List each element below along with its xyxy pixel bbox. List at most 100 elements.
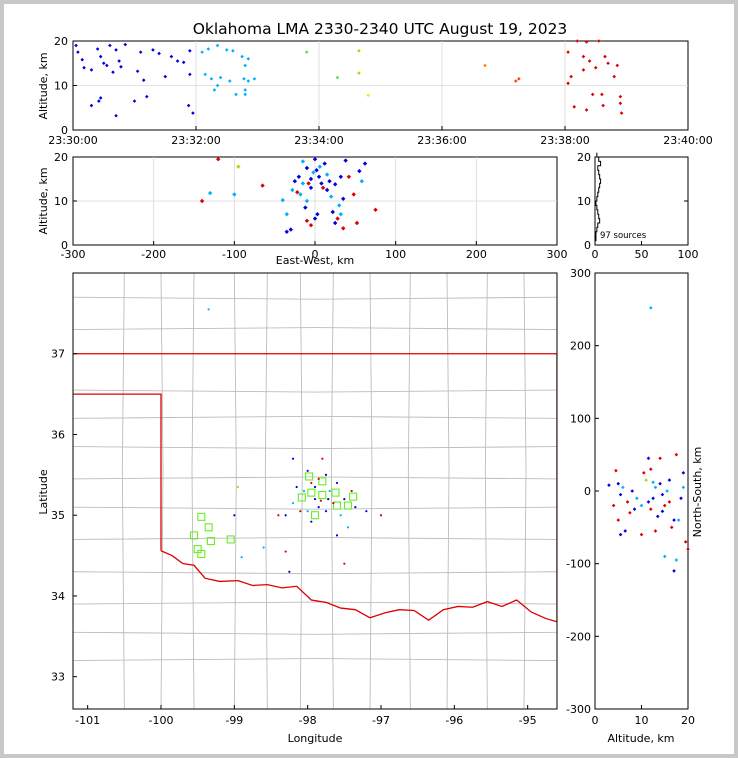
lma-station xyxy=(197,549,206,559)
y-tick-label: 20 xyxy=(54,35,68,48)
altitude-ns-point xyxy=(686,547,690,551)
altitude-ns-point xyxy=(681,485,686,490)
x-tick-label: -101 xyxy=(75,714,100,727)
altitude-ns-point xyxy=(653,529,658,533)
map-point xyxy=(313,497,317,501)
map-point xyxy=(262,546,265,549)
y-tick-label: 0 xyxy=(61,239,68,252)
map-point xyxy=(306,510,309,513)
east-west-point xyxy=(320,185,326,190)
east-west-point xyxy=(280,197,285,203)
time-altitude-point xyxy=(234,92,238,97)
east-west-point xyxy=(314,168,319,173)
x-tick-label: 23:38:00 xyxy=(540,134,589,147)
east-west-point xyxy=(315,212,320,217)
east-west-point xyxy=(308,223,314,228)
county-line xyxy=(73,296,557,300)
map-point xyxy=(240,556,243,559)
time-altitude-point xyxy=(246,79,251,83)
x-tick-label: 100 xyxy=(385,248,406,261)
county-line xyxy=(73,536,557,540)
county-line xyxy=(73,601,557,605)
time-altitude-point xyxy=(246,57,251,61)
map-point xyxy=(335,534,339,537)
time-altitude-point xyxy=(590,92,595,97)
east-west-point xyxy=(216,157,221,162)
east-west-point xyxy=(232,192,237,197)
county-line xyxy=(73,327,557,330)
time-altitude-point xyxy=(89,103,94,108)
county-line xyxy=(369,273,373,709)
east-west-point xyxy=(330,209,335,215)
time-altitude-point xyxy=(200,50,204,54)
map-point xyxy=(335,481,339,485)
time-altitude-point xyxy=(242,77,246,81)
time-altitude-point xyxy=(203,72,208,77)
map-point xyxy=(236,485,240,489)
time-altitude-point xyxy=(206,47,211,51)
east-west-point xyxy=(199,198,205,204)
time-altitude-point xyxy=(615,63,620,68)
east-west-point xyxy=(341,226,346,231)
map-ylabel: Latitude xyxy=(37,469,50,515)
time-altitude-point xyxy=(575,39,580,43)
altitude-ns-point xyxy=(618,492,623,497)
x-tick-label: -100 xyxy=(222,248,247,261)
time-altitude-point xyxy=(188,48,192,53)
time-altitude-point xyxy=(135,69,140,74)
x-tick-label: 23:32:00 xyxy=(171,134,220,147)
altitude-ns-point xyxy=(665,489,669,493)
map-point xyxy=(328,489,331,493)
time-altitude-grid xyxy=(73,41,688,130)
time-altitude-point xyxy=(252,77,257,81)
time-altitude-point xyxy=(514,79,518,83)
altitude-ns-point xyxy=(660,492,665,497)
y-tick-label: 0 xyxy=(61,124,68,137)
county-line xyxy=(446,273,450,709)
time-altitude-point xyxy=(584,108,589,112)
map-ticks: -101 -100 -99 -98 -97 -96 -95 33 34 35 36 37 xyxy=(51,348,537,727)
east-west-point xyxy=(319,181,324,186)
map-point xyxy=(284,550,287,553)
altitude-ns-point xyxy=(625,500,630,504)
time-altitude-point xyxy=(98,54,103,59)
histogram-bars xyxy=(594,152,602,245)
altitude-ns-point xyxy=(658,456,662,461)
x-tick-label: 23:36:00 xyxy=(417,134,466,147)
altitude-ns-point xyxy=(674,452,679,457)
east-west-point xyxy=(373,207,378,212)
time-altitude-point xyxy=(483,63,487,68)
lma-station xyxy=(332,501,342,510)
x-tick-label: 23:34:00 xyxy=(294,134,343,147)
time-altitude-point xyxy=(212,88,217,92)
y-tick-label: 33 xyxy=(51,671,65,684)
east-west-point xyxy=(338,174,344,179)
x-tick-label: 0 xyxy=(312,248,319,261)
time-altitude-point xyxy=(169,54,174,59)
altitude-ns-point xyxy=(658,481,662,486)
lma-station xyxy=(206,537,215,546)
altitude-ns-frame xyxy=(594,272,689,710)
east-west-point xyxy=(288,227,293,232)
map-point xyxy=(332,502,335,505)
time-altitude-point xyxy=(240,54,244,59)
altitude-ns-point xyxy=(676,518,681,522)
county-line xyxy=(73,571,557,575)
map-point xyxy=(310,520,313,523)
time-altitude-point xyxy=(601,103,605,108)
county-line xyxy=(73,658,557,662)
east-west-point xyxy=(236,164,241,169)
altitude-ns-point xyxy=(616,481,621,486)
east-west-point xyxy=(354,220,360,226)
time-altitude-point xyxy=(82,65,86,70)
east-west-point xyxy=(346,174,352,179)
map-point xyxy=(306,469,309,472)
altitude-ns-point xyxy=(651,480,655,485)
east-west-point xyxy=(304,198,310,204)
east-west-point xyxy=(324,172,330,177)
east-west-point xyxy=(328,194,334,199)
east-west-point xyxy=(300,159,306,164)
east-west-ylabel: Altitude, km xyxy=(37,167,50,234)
lma-station xyxy=(343,501,353,510)
time-altitude-point xyxy=(105,63,109,68)
